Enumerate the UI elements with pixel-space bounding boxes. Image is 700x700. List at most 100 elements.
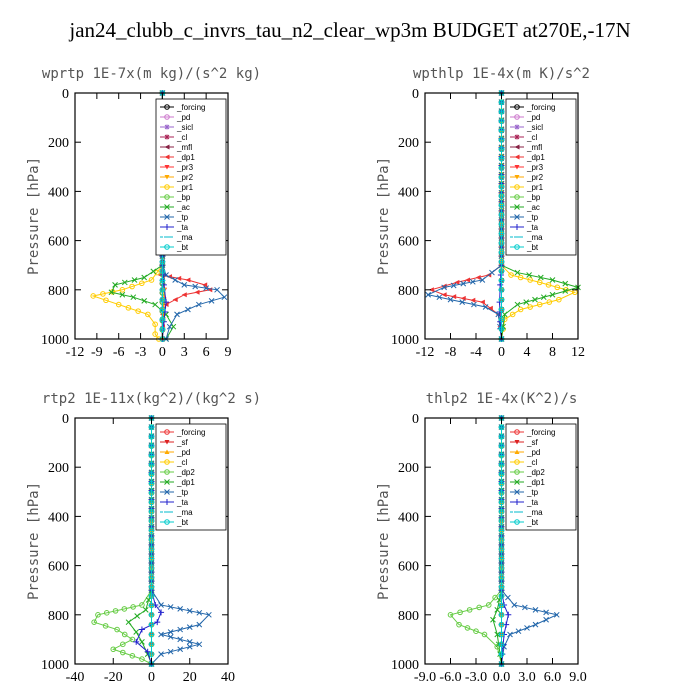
data-point-marker	[112, 608, 119, 614]
data-point-marker	[164, 144, 170, 150]
data-point-marker	[498, 546, 505, 552]
data-point-marker	[192, 283, 199, 290]
data-point-marker	[514, 479, 520, 485]
series-tp	[425, 90, 505, 342]
data-point-marker	[159, 316, 166, 323]
data-point-marker	[115, 301, 122, 308]
data-point-marker	[185, 277, 191, 283]
data-point-marker	[498, 221, 505, 227]
legend-label: _dp1	[526, 153, 545, 162]
data-point-marker	[119, 291, 126, 298]
data-point-marker	[121, 606, 128, 612]
x-tick-label: 6.0	[544, 670, 562, 685]
data-point-marker	[139, 656, 145, 662]
legend-label: _pr2	[526, 173, 544, 182]
data-point-marker	[515, 628, 522, 635]
data-point-marker	[498, 480, 505, 487]
data-point-marker	[562, 280, 569, 287]
legend-label: _cl	[176, 458, 187, 467]
data-point-marker	[498, 443, 505, 449]
data-point-marker	[498, 621, 505, 628]
data-point-marker	[514, 489, 520, 495]
data-point-marker	[498, 258, 505, 265]
legend-label: _ta	[176, 223, 189, 232]
data-point-marker	[130, 604, 136, 610]
legend-item: _dp2	[510, 468, 545, 477]
data-point-marker	[447, 612, 454, 618]
data-point-marker	[501, 311, 508, 318]
y-tick-label: 600	[398, 560, 419, 575]
data-point-marker	[526, 272, 532, 278]
legend-label: _dp2	[176, 468, 195, 477]
series-line	[429, 93, 502, 340]
data-point-marker	[174, 311, 180, 318]
data-point-marker	[470, 297, 476, 303]
y-axis-label: Pressure [hPa]	[376, 157, 392, 275]
legend-item: _dp1	[510, 478, 545, 487]
legend: _forcing_sf_pd_cl_dp2_dp1_tp_ta_ma_bt	[505, 423, 577, 531]
data-point-marker	[139, 602, 145, 608]
legend-label: _ta	[526, 223, 539, 232]
data-point-marker	[125, 305, 132, 311]
data-point-marker	[148, 593, 155, 599]
x-tick-label: -6	[113, 345, 125, 360]
y-tick-label: 800	[398, 284, 419, 299]
data-point-marker	[138, 626, 145, 633]
data-point-marker	[164, 224, 170, 230]
data-point-marker	[498, 296, 505, 303]
data-point-marker	[481, 631, 488, 638]
y-tick-label: 0	[62, 412, 69, 427]
data-point-marker	[164, 244, 170, 250]
legend-label: _pr1	[526, 183, 544, 192]
data-point-marker	[514, 214, 520, 220]
data-point-marker	[131, 277, 138, 283]
legend-label: _tp	[526, 488, 539, 497]
data-point-marker	[214, 286, 220, 293]
legend-item: _tp	[160, 488, 189, 497]
x-tick-label: -3.0	[465, 670, 487, 685]
data-point-marker	[186, 639, 193, 645]
data-point-marker	[148, 490, 155, 496]
data-point-marker	[447, 296, 454, 303]
data-point-marker	[454, 279, 460, 285]
data-point-marker	[469, 278, 476, 285]
data-point-marker	[532, 607, 539, 613]
legend-label: _sf	[526, 438, 538, 447]
legend-label: _pr3	[526, 163, 544, 172]
data-point-marker	[514, 204, 520, 210]
data-point-marker	[159, 277, 166, 284]
data-point-marker	[451, 294, 457, 300]
data-point-marker	[185, 306, 191, 313]
x-tick-label: 3.0	[518, 670, 536, 685]
panel-title: wprtp 1E-7x(m kg)/(s^2 kg)	[42, 66, 261, 82]
y-tick-label: 0	[412, 87, 419, 102]
legend-item: _forcing	[160, 428, 205, 437]
y-tick-label: 800	[48, 284, 69, 299]
series-line	[426, 93, 502, 340]
legend-item: _ma	[160, 233, 193, 242]
legend-label: _forcing	[176, 103, 205, 112]
data-point-marker	[498, 565, 505, 571]
panel-title: wpthlp 1E-4x(m K)/s^2	[413, 66, 590, 82]
data-point-marker	[545, 282, 552, 288]
data-point-marker	[164, 154, 170, 160]
data-point-marker	[166, 323, 173, 330]
legend-item: _ac	[160, 203, 190, 212]
data-point-marker	[498, 277, 505, 284]
data-point-marker	[141, 298, 148, 304]
data-point-marker	[498, 424, 505, 431]
legend-item: _ta	[160, 223, 189, 232]
x-tick-label: -9	[91, 345, 103, 360]
data-point-marker	[460, 295, 466, 301]
legend-label: _bt	[176, 518, 189, 527]
data-point-marker	[177, 606, 184, 612]
y-tick-label: 400	[398, 185, 419, 200]
data-point-marker	[164, 479, 170, 485]
data-point-marker	[145, 311, 151, 318]
legend-label: _bt	[526, 243, 539, 252]
legend-item: _pd	[160, 113, 190, 122]
data-point-marker	[514, 440, 520, 445]
legend-label: _ta	[526, 498, 539, 507]
x-tick-label: -9.0	[414, 670, 436, 685]
data-point-marker	[514, 224, 520, 230]
